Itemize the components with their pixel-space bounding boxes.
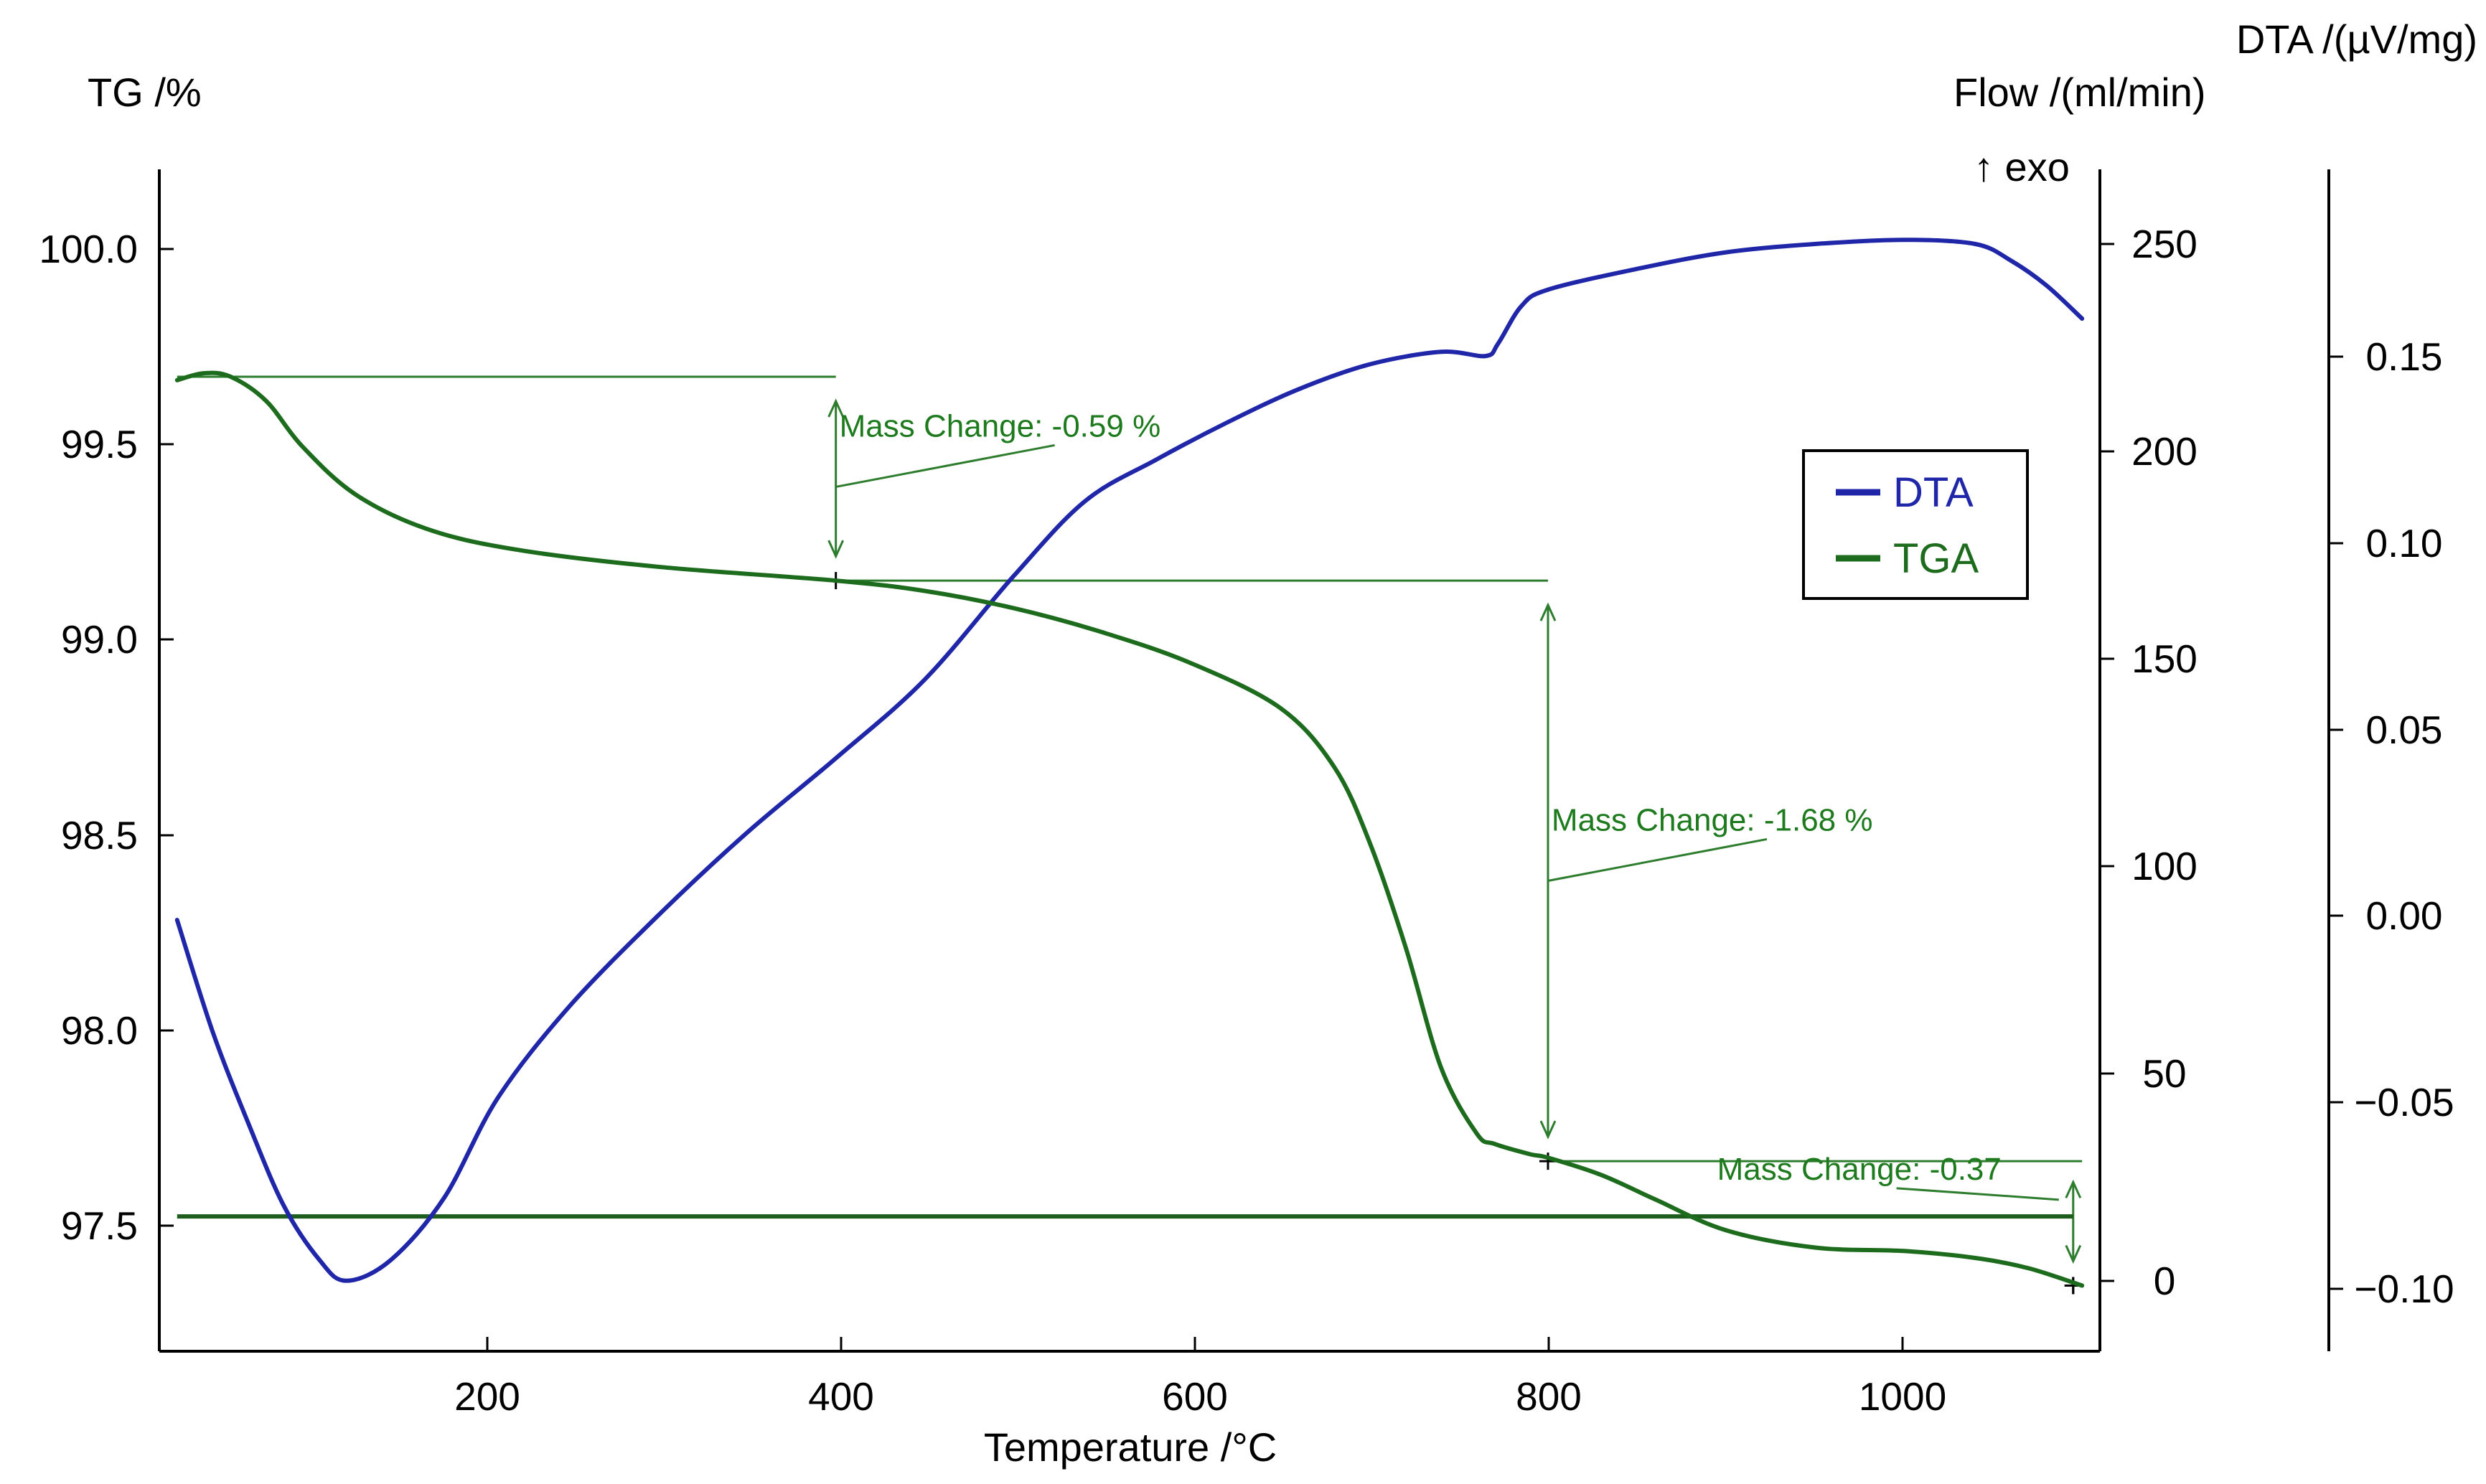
- flow-ticks: 250 200 150 100 50 0: [2100, 222, 2197, 1303]
- dta-tick-label: −0.10: [2354, 1267, 2454, 1311]
- tg-tick-label: 99.0: [61, 617, 138, 662]
- arrow-head-down: [827, 540, 845, 559]
- x-tick-label: 800: [1516, 1374, 1582, 1419]
- exo-label: ↑ exo: [1974, 144, 2070, 189]
- dta-tick-label: 0.00: [2365, 893, 2442, 938]
- tg-tick-label: 100.0: [39, 227, 138, 271]
- arrow-head-down: [2065, 1244, 2082, 1264]
- label-leader: [835, 443, 1055, 488]
- x-tick-label: 400: [808, 1374, 874, 1419]
- dta-axis-title: DTA /(µV/mg): [2236, 17, 2477, 62]
- flow-tick-label: 0: [2154, 1259, 2176, 1303]
- tg-tick-label: 98.0: [61, 1008, 138, 1053]
- x-axis-title: Temperature /°C: [984, 1424, 1277, 1470]
- legend-label-tga: TGA: [1893, 535, 1979, 582]
- label-leader: [1547, 837, 1768, 882]
- arrow-head-up: [827, 398, 845, 418]
- mass-change-label: Mass Change: -0.59 %: [840, 408, 1161, 443]
- tg-ticks: 100.0 99.5 99.0 98.5 98.0 97.5: [39, 227, 174, 1248]
- dta-ticks: 0.15 0.10 0.05 0.00 −0.05 −0.10: [2329, 334, 2454, 1311]
- tg-tick-label: 99.5: [61, 422, 138, 466]
- tg-tick-label: 98.5: [61, 813, 138, 858]
- arrow-head-down: [1539, 1120, 1557, 1140]
- mass-change-annotations: [177, 375, 2083, 1295]
- mass-change-label: Mass Change: -1.68 %: [1552, 802, 1873, 837]
- tg-axis-title: TG /%: [88, 70, 202, 115]
- legend: DTA TGA: [1802, 449, 2029, 600]
- arrow-head-up: [1539, 602, 1557, 621]
- flow-tick-label: 200: [2131, 429, 2197, 474]
- series-line-dta: [174, 238, 2085, 1283]
- flow-tick-label: 250: [2131, 222, 2197, 266]
- legend-label-dta: DTA: [1893, 469, 1974, 516]
- dta-tick-label: −0.05: [2354, 1080, 2454, 1124]
- x-tick-label: 200: [454, 1374, 520, 1419]
- label-leader: [1896, 1187, 2059, 1201]
- series-line-tga: [174, 370, 2085, 1288]
- x-tick-label: 1000: [1859, 1374, 1946, 1419]
- dta-tick-label: 0.05: [2365, 708, 2442, 752]
- flow-axis-title: Flow /(ml/min): [1953, 70, 2206, 115]
- dta-tick-label: 0.10: [2365, 521, 2442, 565]
- x-tick-label: 600: [1162, 1374, 1228, 1419]
- flow-tick-label: 150: [2131, 637, 2197, 681]
- legend-box: [1802, 449, 2029, 600]
- flow-tick-label: 100: [2131, 844, 2197, 888]
- data-series: [174, 238, 2085, 1288]
- x-ticks: 200 400 600 800 1000: [454, 1337, 1946, 1419]
- flow-tick-label: 50: [2142, 1051, 2186, 1096]
- arrow-head-up: [2065, 1179, 2082, 1198]
- tg-tick-label: 97.5: [61, 1203, 138, 1248]
- dta-tick-label: 0.15: [2365, 334, 2442, 379]
- mass-change-label: Mass Change: -0.37: [1717, 1152, 2002, 1187]
